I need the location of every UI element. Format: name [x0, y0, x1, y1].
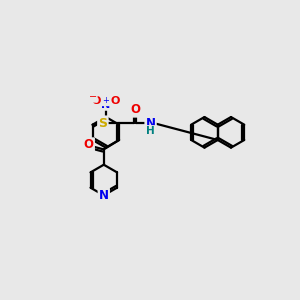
Text: S: S — [98, 117, 107, 130]
Text: N: N — [146, 117, 156, 130]
Text: +: + — [102, 96, 109, 105]
Text: O: O — [130, 103, 140, 116]
Text: O: O — [92, 96, 101, 106]
Text: O: O — [111, 96, 120, 106]
Text: N: N — [99, 189, 109, 202]
Text: O: O — [84, 139, 94, 152]
Text: N: N — [101, 100, 110, 110]
Text: H: H — [146, 126, 155, 136]
Text: −: − — [88, 92, 97, 102]
